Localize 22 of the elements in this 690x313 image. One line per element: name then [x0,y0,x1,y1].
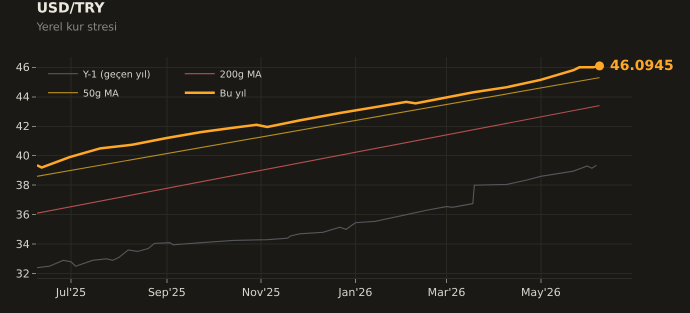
x-tick-label: Jul'25 [54,286,86,300]
x-tick-label: May'26 [520,286,561,300]
x-tick-label: Jan'26 [337,286,372,300]
y-tick-label: 42 [16,120,30,134]
chart-subtitle: Yerel kur stresi [36,20,118,34]
legend-label: Bu yıl [220,88,246,100]
x-tick-label: Nov'25 [242,286,280,300]
legend-label: 50g MA [82,88,120,100]
legend-label: Y-1 (geçen yıl) [82,69,150,80]
y-tick-label: 44 [16,90,30,104]
annotation: 46.0945 [610,58,674,74]
y-tick-label: 34 [16,238,30,251]
legend-label: 200g MA [220,69,262,80]
y-tick-label: 46 [16,61,30,74]
y-tick-label: 38 [16,179,30,192]
x-tick-label: Mar'26 [428,286,466,300]
chart-title: USD/TRY [36,0,106,17]
y-tick-label: 32 [16,267,30,280]
y-tick-label: 36 [16,208,30,222]
x-tick-label: Sep'25 [148,286,186,300]
y-tick-label: 40 [16,150,30,163]
line-series [37,164,597,268]
